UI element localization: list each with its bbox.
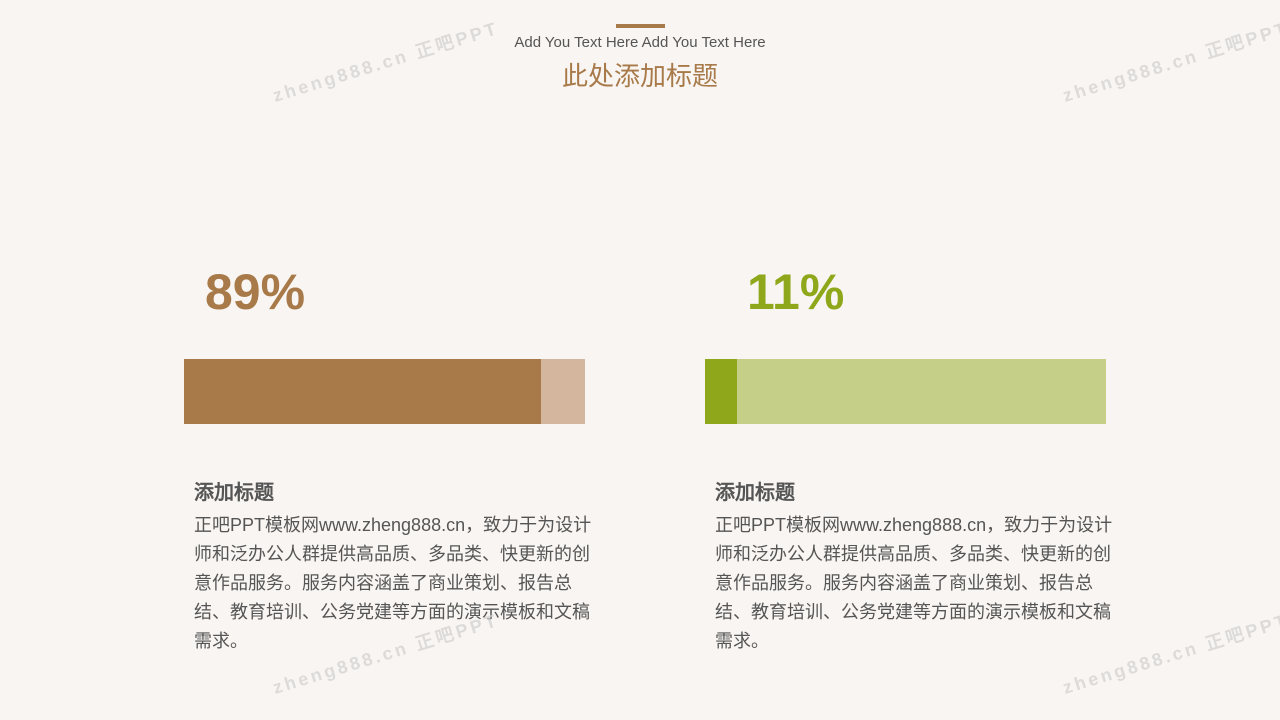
card-body-left: 正吧PPT模板网www.zheng888.cn，致力于为设计师和泛办公人群提供高… bbox=[194, 515, 592, 651]
header-subtitle: Add You Text Here Add You Text Here bbox=[514, 34, 766, 51]
progress-fill-left bbox=[184, 359, 541, 424]
page-title: 此处添加标题 bbox=[561, 61, 718, 91]
progress-bar-right bbox=[705, 359, 1106, 424]
percentage-label-right: 11% bbox=[747, 264, 845, 320]
percentage-label-left: 89% bbox=[205, 264, 306, 320]
card-title-left: 添加标题 bbox=[194, 482, 274, 504]
title-accent-line bbox=[616, 24, 665, 28]
progress-bar-left bbox=[184, 359, 585, 424]
card-title-right: 添加标题 bbox=[715, 482, 795, 504]
progress-fill-right bbox=[705, 359, 738, 424]
card-body-right: 正吧PPT模板网www.zheng888.cn，致力于为设计师和泛办公人群提供高… bbox=[715, 515, 1113, 651]
